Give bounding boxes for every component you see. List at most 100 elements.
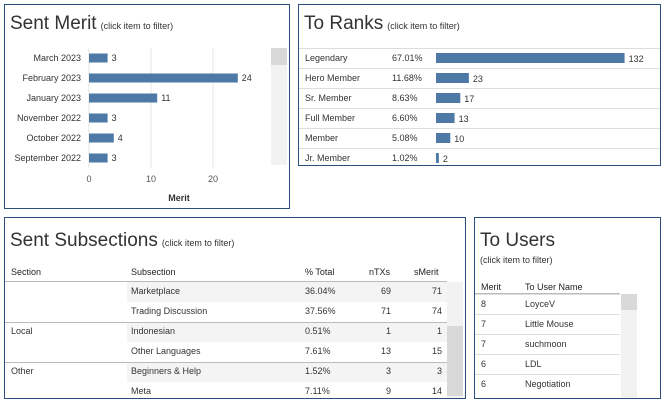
subsection-smerit: 14 [431,386,442,396]
users-scroll-thumb[interactable] [621,294,637,310]
rank-percent: 11.68% [392,73,422,83]
ranks-row-divider [299,148,660,149]
subsection-ntxs: 13 [380,346,391,356]
users-row-divider [475,294,620,295]
rank-count-label: 17 [464,94,474,104]
merit-bar[interactable] [89,113,108,123]
subsection-label[interactable]: Trading Discussion [131,306,208,316]
merit-bar[interactable] [89,93,158,103]
subsection-label[interactable]: Other Languages [131,346,201,356]
user-merit: 6 [481,359,487,369]
subsections-scroll-thumb[interactable] [447,326,463,396]
sent-subsections-hint: (click item to filter) [161,238,235,248]
merit-bar[interactable] [89,153,108,163]
to-ranks-panel: To Ranks (click item to filter) Legendary… [298,4,661,166]
subsection-pct-total: 0.51% [305,326,331,336]
subsection-pct-total: 36.04% [305,286,336,296]
merit-category-label[interactable]: October 2022 [26,133,81,143]
merit-category-label[interactable]: November 2022 [17,113,81,123]
col-header-pct-total[interactable]: % Total [305,267,335,277]
sent-merit-title: Sent Merit (click item to filter) [10,13,173,35]
subsection-row-shade [127,322,447,342]
rank-name[interactable]: Jr. Member [305,153,351,163]
col-header-section[interactable]: Section [11,267,42,277]
rank-bar[interactable] [436,53,625,63]
subsection-smerit: 1 [436,326,442,336]
subsection-label[interactable]: Indonesian [131,326,176,336]
sent-merit-scroll-thumb[interactable] [271,48,287,65]
rank-name[interactable]: Sr. Member [305,93,352,103]
merit-category-label[interactable]: February 2023 [22,73,81,83]
to-ranks-hint: (click item to filter) [387,21,460,31]
user-merit: 7 [481,319,487,329]
user-name[interactable]: LoyceV [525,299,556,309]
to-users-panel: To Users (click item to filter) Merit To… [474,217,661,399]
user-name[interactable]: LDL [525,359,542,369]
sent-merit-title-text: Sent Merit [10,13,97,34]
rank-bar[interactable] [436,93,461,103]
section-divider [5,362,447,363]
sent-merit-hint: (click item to filter) [100,21,174,31]
subsection-smerit: 74 [431,306,442,316]
rank-bar[interactable] [436,113,455,123]
rank-percent: 1.02% [392,153,418,163]
merit-x-tick-label: 10 [146,174,156,184]
merit-category-label[interactable]: January 2023 [26,93,81,103]
user-name[interactable]: Negotiation [525,379,571,389]
to-users-hint: (click item to filter) [480,255,553,265]
rank-bar[interactable] [436,133,451,143]
to-users-title-text: To Users [480,230,555,251]
rank-percent: 5.08% [392,133,418,143]
col-header-subsection[interactable]: Subsection [131,267,176,277]
merit-category-label[interactable]: March 2023 [33,53,81,63]
col-header-to-user-name[interactable]: To User Name [525,282,583,292]
to-ranks-title-text: To Ranks [304,13,384,34]
merit-category-label[interactable]: September 2022 [14,153,81,163]
merit-value-label: 11 [161,93,170,103]
subsection-label[interactable]: Marketplace [131,286,181,296]
subsection-smerit: 71 [431,286,442,296]
subsection-row-shade [127,282,447,302]
ranks-row-divider [299,108,660,109]
rank-name[interactable]: Full Member [305,113,356,123]
subsection-ntxs: 71 [380,306,391,316]
merit-x-tick-label: 0 [86,174,91,184]
user-name[interactable]: suchmoon [525,339,567,349]
rank-bar[interactable] [436,153,439,163]
merit-bar[interactable] [89,133,114,143]
subsection-pct-total: 7.11% [305,386,330,396]
rank-name[interactable]: Legendary [305,53,348,63]
users-row-divider [475,374,620,375]
subsections-header-divider [5,281,447,282]
sent-merit-scrollbar[interactable] [271,48,287,165]
col-header-merit[interactable]: Merit [481,282,501,292]
subsection-pct-total: 7.61% [305,346,331,356]
to-users-title: To Users [480,230,555,252]
users-scrollbar[interactable] [621,294,637,398]
sent-subsections-title-text: Sent Subsections [10,230,158,251]
section-label[interactable]: Local [11,326,33,336]
subsections-scrollbar[interactable] [447,282,463,398]
user-name[interactable]: Little Mouse [525,319,574,329]
subsection-ntxs: 69 [380,286,391,296]
col-header-smerit[interactable]: sMerit [414,267,439,277]
sent-merit-chart[interactable]: 0 10 20 March 2023 3 February 2023 24 January 2… [5,5,290,209]
rank-count-label: 23 [473,74,483,84]
rank-count-label: 10 [454,134,464,144]
users-row-divider [475,354,620,355]
section-label[interactable]: Other [11,366,34,376]
rank-name[interactable]: Member [305,133,339,143]
ranks-row-divider [299,128,660,129]
merit-bar[interactable] [89,73,238,83]
merit-x-axis-label: Merit [168,193,190,203]
users-header-divider [475,293,620,294]
ranks-row-divider [299,68,660,69]
rank-bar[interactable] [436,73,469,83]
subsection-label[interactable]: Meta [131,386,152,396]
col-header-ntxs[interactable]: nTXs [369,267,391,277]
subsection-label[interactable]: Beginners & Help [131,366,202,376]
rank-name[interactable]: Hero Member [305,73,361,83]
merit-bar[interactable] [89,53,108,63]
section-divider [5,322,447,323]
rank-count-label: 132 [629,54,644,64]
